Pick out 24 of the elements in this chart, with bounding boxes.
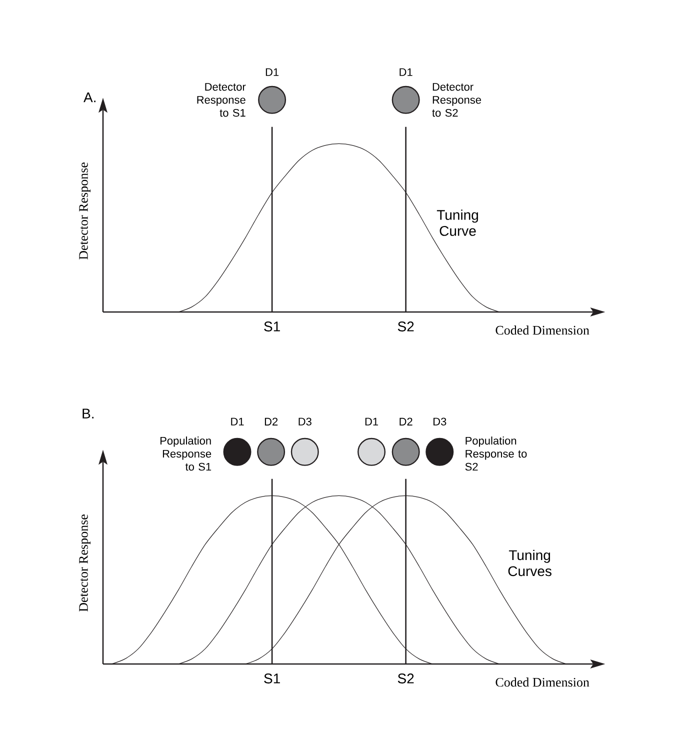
x-tick-label: S2 [398, 674, 414, 684]
text: D3 [434, 418, 446, 426]
text: D3 [298, 418, 312, 426]
text: Population Response to S1 [160, 436, 212, 471]
chart-title: B. [82, 408, 94, 418]
text: D2 [400, 418, 412, 426]
text: Population Response to S2 [465, 436, 527, 471]
text: D1 [266, 68, 279, 76]
chart-title: A. [84, 92, 96, 102]
text: D2 [264, 418, 278, 426]
x-tick-label: S1 [264, 322, 280, 332]
x-tick-label: S1 [264, 674, 280, 684]
y-axis-title: Detector Response [79, 162, 90, 260]
y-axis-title: Detector Response [79, 514, 90, 612]
text: Detector Response to S1 [197, 83, 246, 117]
annotation: Tuning Curve [436, 210, 478, 236]
x-tick-label: S2 [398, 322, 414, 332]
text: Detector Response to S2 [432, 83, 482, 117]
text: D1 [365, 418, 378, 426]
x-axis-title: Coded Dimension [496, 678, 590, 687]
x-axis-title: Coded Dimension [496, 326, 590, 335]
text: D1 [400, 68, 412, 76]
annotation: Tuning Curves [508, 550, 552, 576]
text: D1 [231, 418, 244, 426]
